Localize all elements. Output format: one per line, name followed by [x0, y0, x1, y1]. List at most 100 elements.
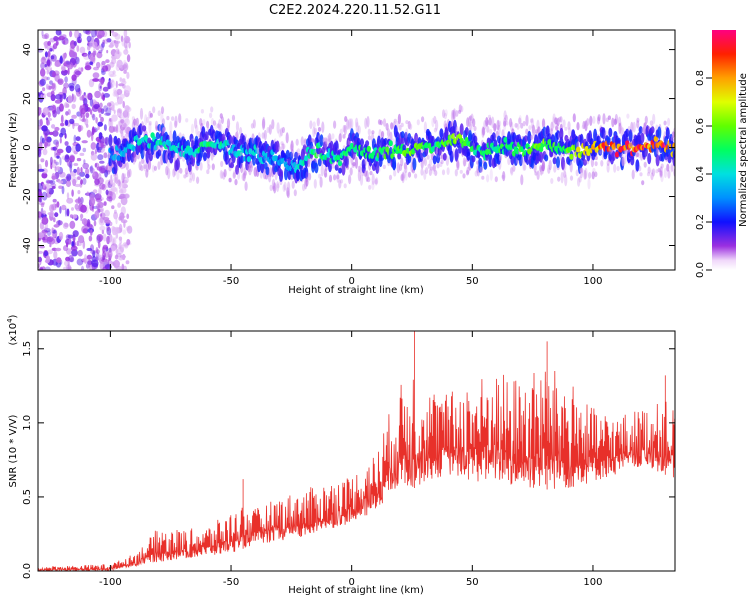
- noise-speckle: [107, 81, 112, 90]
- noise-speckle: [64, 222, 69, 228]
- noise-speckle: [90, 229, 93, 236]
- noise-speckle: [117, 202, 122, 208]
- noise-speckle: [55, 247, 62, 252]
- ridge-body: [466, 151, 471, 161]
- ridge-halo: [613, 163, 617, 173]
- chart-title: C2E2.2024.220.11.52.G11: [269, 3, 441, 18]
- ridge-halo: [281, 126, 285, 134]
- ridge-body: [628, 129, 633, 143]
- noise-speckle: [69, 220, 76, 229]
- noise-speckle: [95, 252, 100, 261]
- ridge-halo: [604, 130, 608, 137]
- noise-speckle: [38, 232, 45, 239]
- noise-speckle: [69, 155, 75, 163]
- ridge-halo: [235, 131, 239, 140]
- ridge-halo: [321, 121, 325, 133]
- noise-speckle: [72, 122, 80, 127]
- ridge-halo: [324, 137, 328, 144]
- ridge-body: [189, 133, 194, 143]
- ridge-halo: [611, 117, 615, 128]
- ridge-body: [169, 156, 174, 164]
- noise-speckle: [51, 71, 56, 78]
- ridge-halo: [281, 143, 285, 151]
- noise-speckle: [106, 38, 112, 43]
- ridge-halo: [407, 171, 412, 178]
- noise-speckle: [116, 88, 123, 96]
- ridge-halo: [391, 138, 396, 146]
- noise-speckle: [120, 219, 128, 224]
- ridge-halo: [562, 119, 566, 128]
- ridge-halo: [456, 160, 460, 171]
- noise-speckle: [124, 105, 130, 112]
- ridge-halo: [400, 157, 404, 167]
- ridge-halo: [320, 164, 324, 177]
- ridge-halo: [525, 114, 529, 127]
- noise-speckle: [56, 201, 60, 208]
- ridge-body: [483, 161, 488, 170]
- noise-speckle: [47, 41, 51, 46]
- noise-speckle: [44, 141, 48, 149]
- ridge-halo: [596, 116, 601, 125]
- noise-speckle: [82, 228, 88, 234]
- ridge-body: [552, 157, 557, 165]
- ridge-halo: [423, 169, 427, 180]
- noise-speckle: [105, 59, 110, 63]
- ridge-halo: [214, 122, 218, 130]
- ridge-halo: [343, 183, 347, 189]
- ridge-halo: [144, 114, 148, 126]
- noise-speckle: [80, 213, 84, 219]
- noise-speckle: [67, 67, 70, 76]
- noise-speckle: [100, 142, 104, 148]
- ridge-halo: [606, 163, 610, 173]
- noise-speckle: [77, 190, 81, 195]
- noise-speckle: [79, 46, 86, 54]
- noise-speckle: [49, 243, 52, 248]
- ridge-halo: [349, 167, 353, 176]
- noise-speckle: [104, 38, 109, 44]
- noise-speckle: [120, 206, 126, 216]
- ridge-halo: [179, 168, 183, 174]
- noise-speckle: [66, 242, 69, 248]
- ridge-body: [471, 155, 476, 163]
- noise-speckle: [97, 177, 104, 185]
- noise-speckle: [125, 37, 130, 44]
- noise-speckle: [54, 166, 57, 172]
- ridge-halo: [619, 121, 623, 131]
- noise-speckle: [113, 237, 117, 246]
- noise-speckle: [46, 69, 49, 75]
- noise-speckle: [91, 41, 98, 48]
- noise-speckle: [115, 48, 120, 55]
- noise-speckle: [83, 97, 88, 106]
- noise-speckle: [50, 183, 57, 188]
- noise-speckle: [104, 137, 108, 144]
- ridge-halo: [375, 177, 379, 185]
- colorbar: 0.0 0.2 0.4 0.6 0.8 Normalized spectral ampl…: [695, 30, 749, 278]
- noise-speckle: [97, 30, 105, 38]
- ridge-halo: [550, 178, 554, 184]
- ridge-halo: [667, 117, 671, 127]
- ridge-halo: [638, 165, 642, 172]
- noise-speckle: [61, 185, 65, 195]
- ridge-halo: [143, 164, 147, 169]
- noise-speckle: [54, 126, 60, 132]
- ridge-halo: [285, 132, 289, 144]
- ridge-halo: [520, 174, 524, 186]
- ridge-halo: [237, 169, 241, 180]
- ridge-halo: [279, 127, 284, 137]
- noise-speckle: [58, 231, 64, 241]
- ridge-halo: [200, 109, 204, 114]
- ridge-halo: [469, 115, 473, 121]
- noise-speckle: [104, 112, 111, 116]
- ridge-halo: [587, 178, 591, 190]
- noise-speckle: [120, 35, 124, 43]
- top-x-axis: -100 -50 0 50 100: [99, 30, 603, 287]
- noise-speckle: [97, 125, 100, 131]
- ridge-halo: [472, 118, 476, 128]
- ridge-body: [458, 145, 462, 154]
- ridge-halo: [421, 116, 425, 123]
- ridge-core: [614, 151, 620, 158]
- ridge-halo: [302, 183, 306, 192]
- ridge-halo: [331, 133, 335, 140]
- noise-speckle: [65, 145, 72, 154]
- ridge-halo: [390, 122, 394, 130]
